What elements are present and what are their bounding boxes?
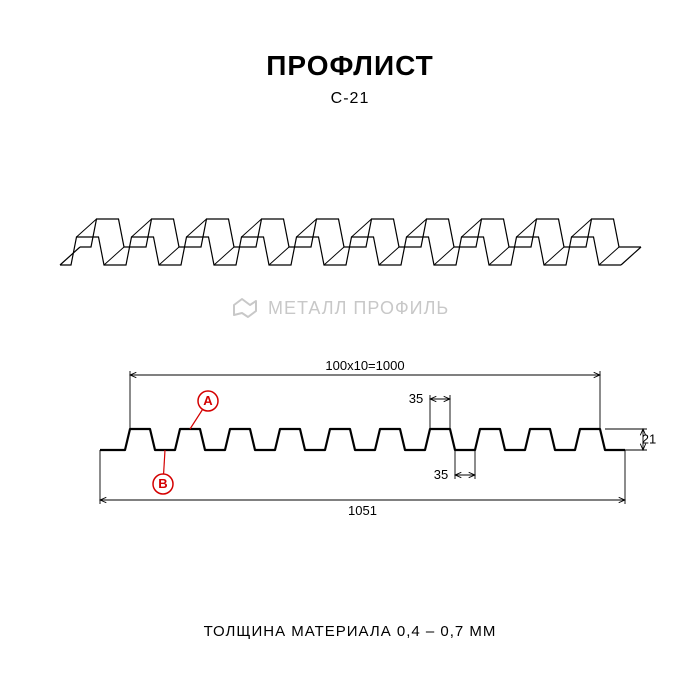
- page-title: ПРОФЛИСТ: [0, 0, 700, 82]
- svg-text:35: 35: [434, 467, 448, 482]
- svg-text:35: 35: [409, 391, 423, 406]
- svg-text:A: A: [203, 393, 213, 408]
- watermark-icon: [230, 295, 260, 321]
- svg-text:1051: 1051: [348, 503, 377, 518]
- footer-text: ТОЛЩИНА МАТЕРИАЛА 0,4 – 0,7 ММ: [0, 623, 700, 640]
- svg-text:100x10=1000: 100x10=1000: [325, 358, 404, 373]
- svg-text:21: 21: [642, 432, 656, 447]
- watermark: МЕТАЛЛ ПРОФИЛЬ: [230, 295, 449, 321]
- svg-text:B: B: [158, 476, 167, 491]
- watermark-text: МЕТАЛЛ ПРОФИЛЬ: [268, 298, 449, 319]
- cross-section-view: 100x10=1000 1051 35 35 21 A B: [60, 355, 660, 535]
- page-subtitle: С-21: [0, 90, 700, 108]
- isometric-view: [50, 175, 650, 295]
